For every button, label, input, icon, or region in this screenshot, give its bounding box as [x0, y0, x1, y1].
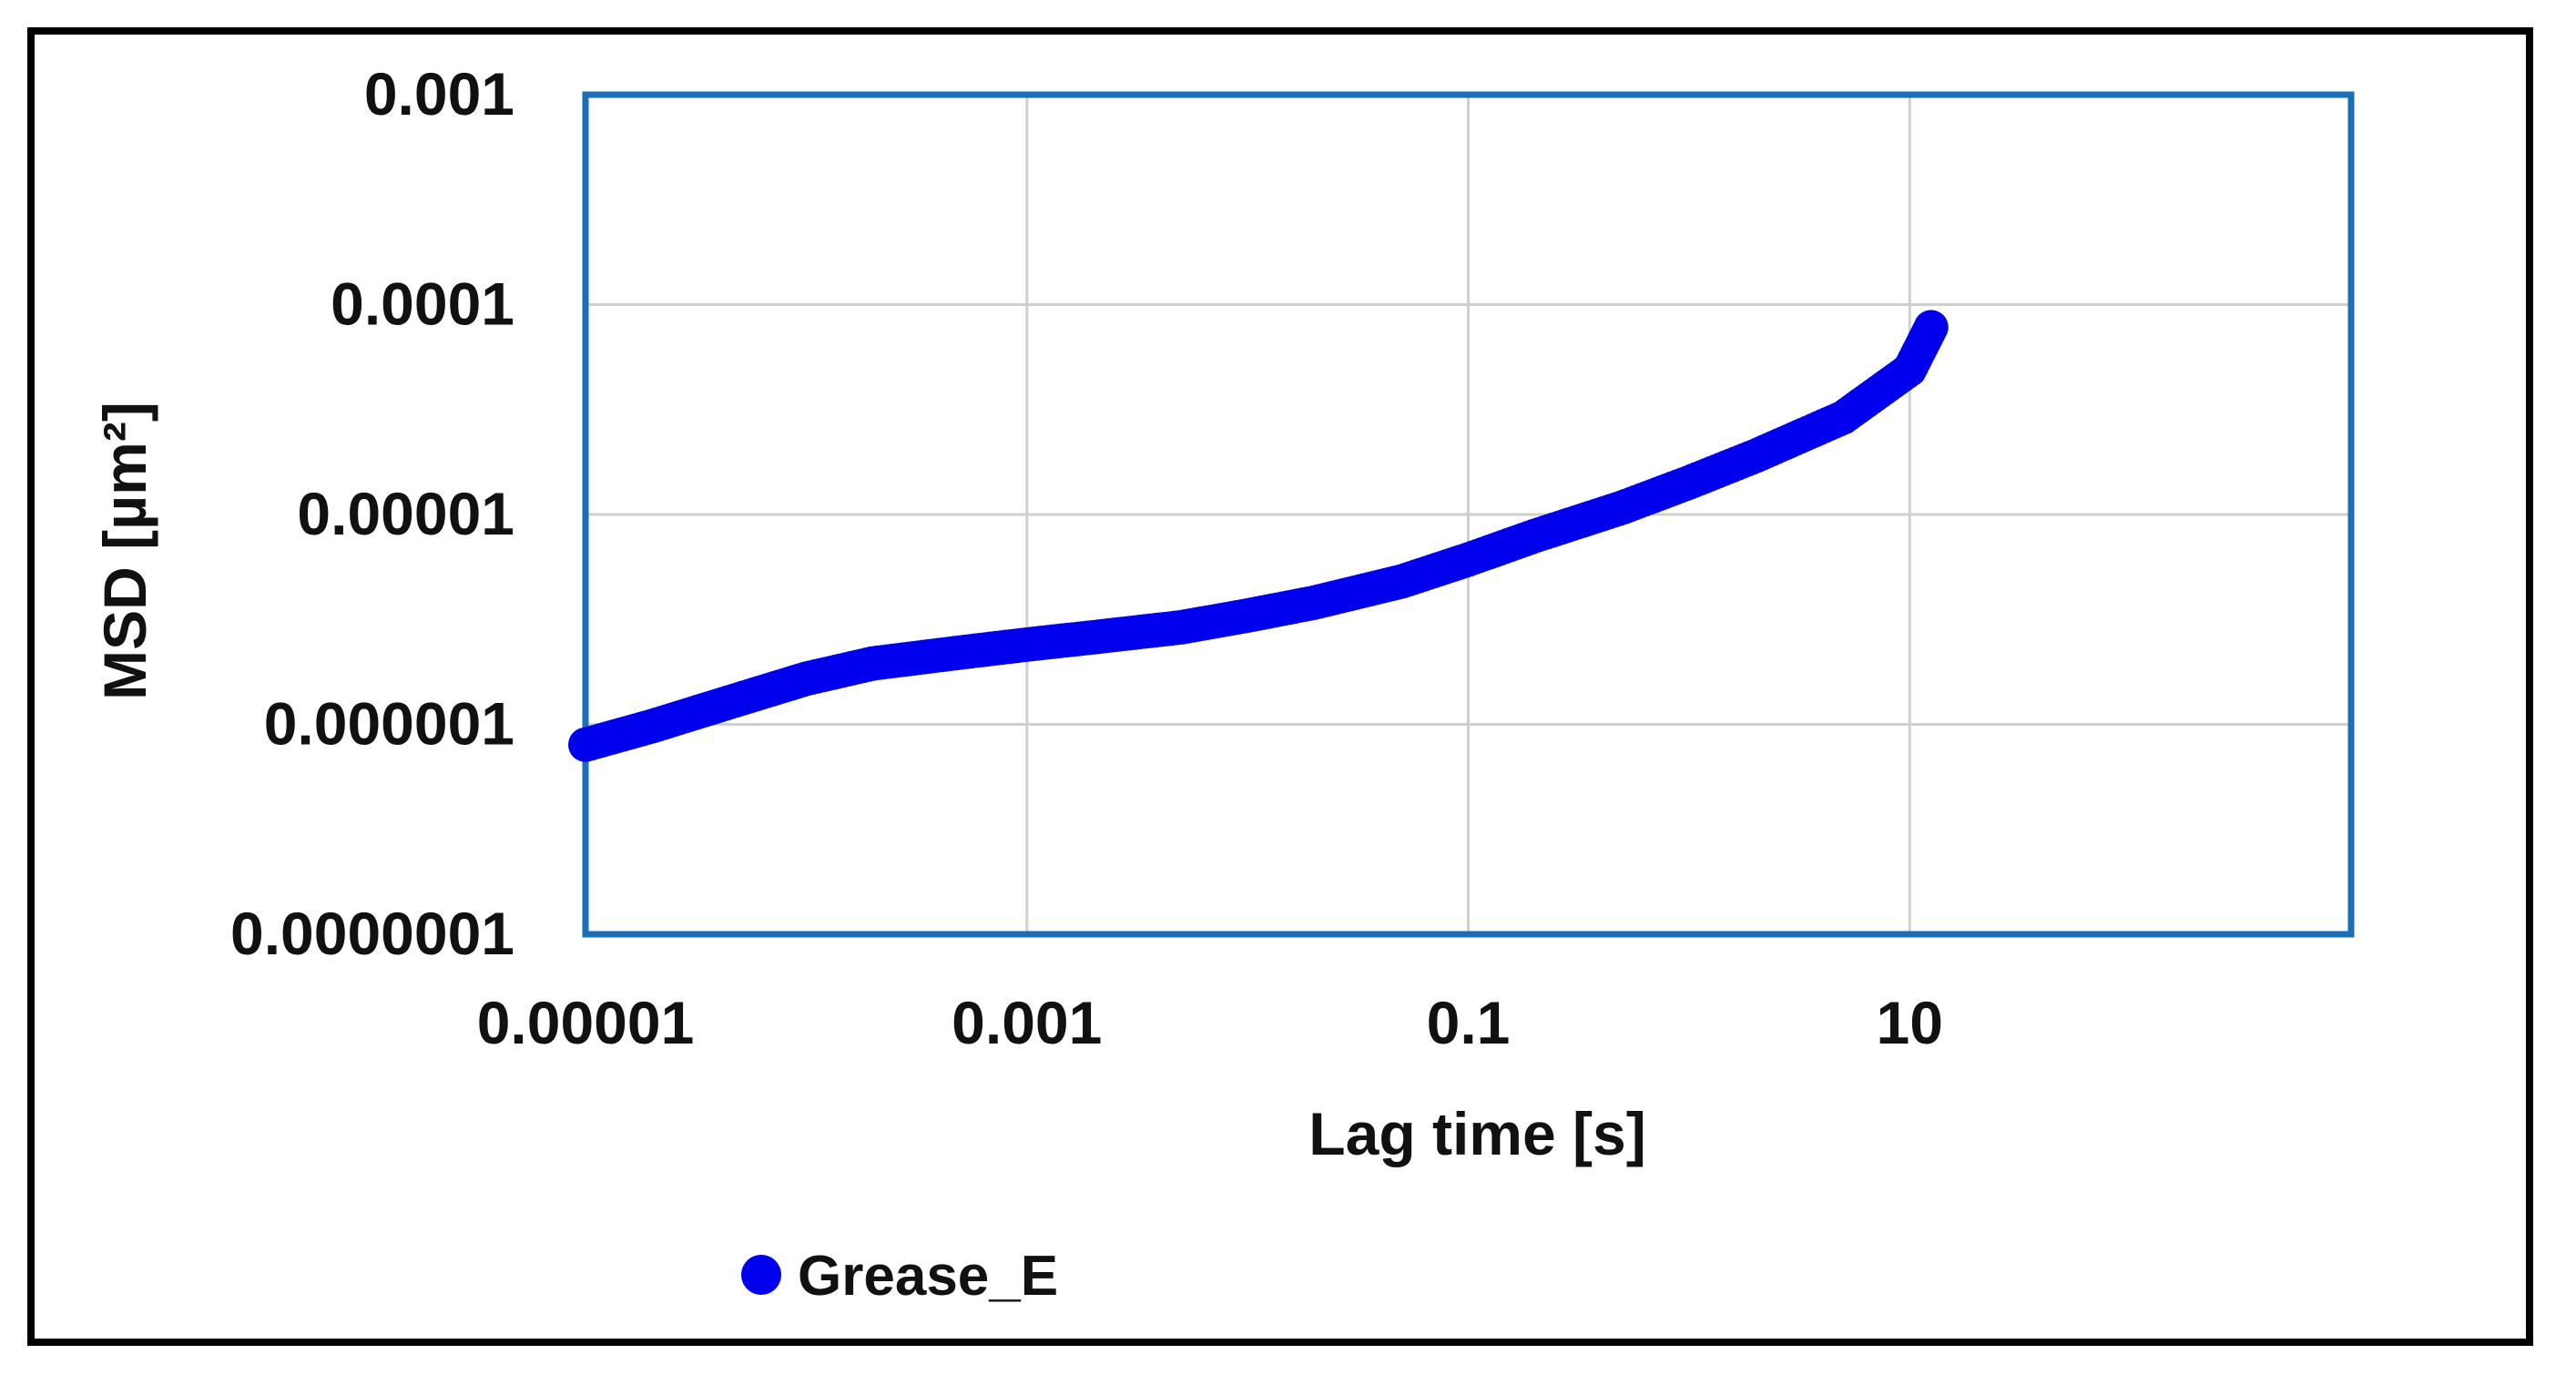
y-tick-labels: 0.0000001 0.000001 0.00001 0.0001 0.001	[230, 60, 514, 967]
legend-label: Grease_E	[798, 1245, 1058, 1308]
y-tick-label: 0.000001	[264, 690, 514, 758]
plot-area-border	[582, 91, 2355, 938]
y-tick-label: 0.00001	[297, 480, 514, 547]
chart-frame	[27, 27, 2533, 1346]
y-tick-label: 0.0000001	[230, 900, 514, 967]
series-point	[1913, 310, 1949, 345]
legend: Grease_E	[741, 1245, 1058, 1308]
x-tick-label: 10	[1877, 989, 1943, 1056]
x-tick-label: 0.1	[1427, 989, 1511, 1056]
x-tick-label: 0.00001	[477, 989, 695, 1056]
y-tick-label: 0.0001	[331, 270, 514, 338]
y-tick-label: 0.001	[364, 60, 514, 127]
grid-lines	[584, 93, 2353, 936]
data-series	[568, 310, 1949, 762]
x-tick-label: 0.001	[952, 989, 1102, 1056]
y-axis-title: MSD [µm²]	[91, 402, 158, 700]
x-axis-title: Lag time [s]	[1308, 1100, 1645, 1167]
x-tick-labels: 0.00001 0.001 0.1 10	[477, 989, 1943, 1056]
legend-marker-icon	[741, 1255, 781, 1295]
